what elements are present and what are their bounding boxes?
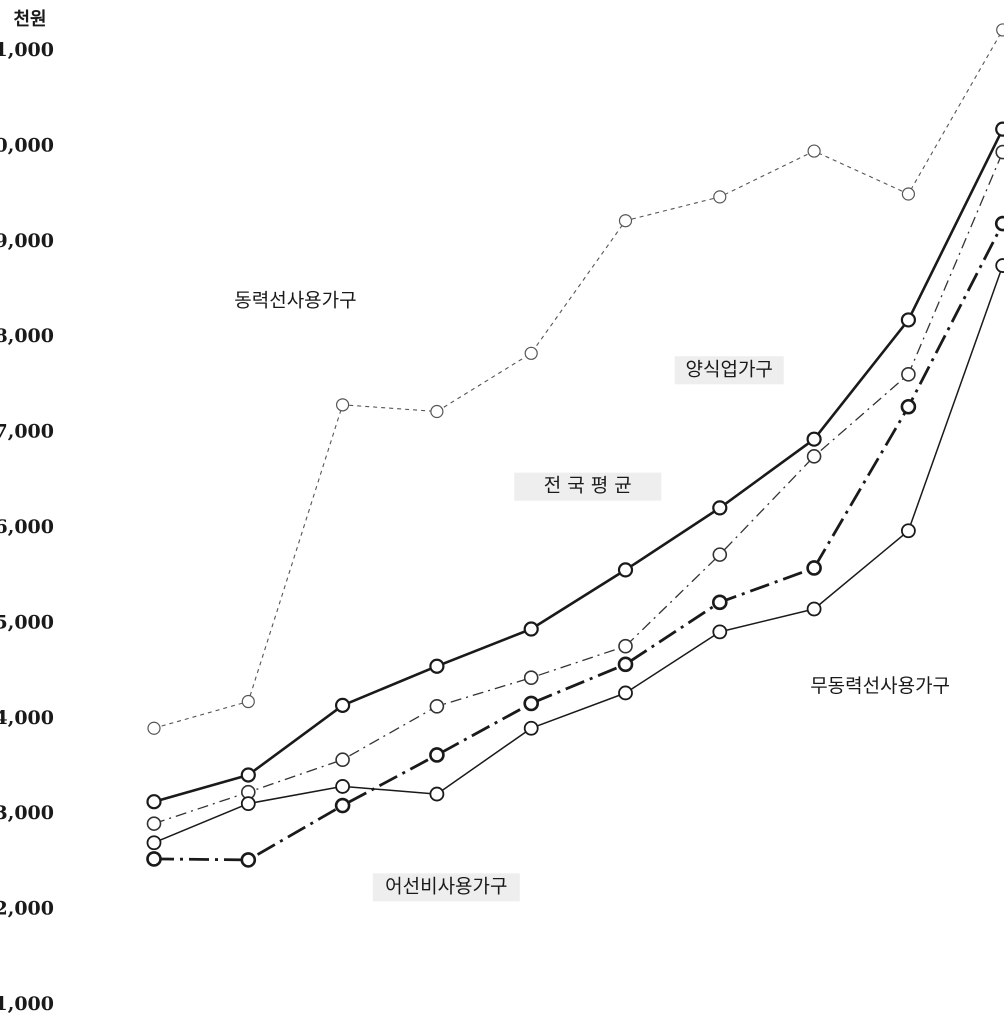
series-point — [430, 404, 444, 419]
series-line — [153, 265, 1004, 844]
series-point — [429, 747, 445, 763]
series-point — [147, 721, 161, 735]
series-point — [523, 695, 540, 712]
series-line — [153, 128, 1004, 803]
series-point — [713, 190, 727, 204]
y-tick-label: 2,000 — [0, 898, 54, 920]
series-point — [429, 699, 445, 714]
series-label: 전 국 평 균 — [544, 475, 632, 497]
y-tick-label: 7,000 — [0, 421, 54, 443]
y-tick-label: 4,000 — [0, 707, 54, 729]
series-point — [806, 560, 822, 576]
series-point — [146, 835, 162, 851]
series-point — [995, 121, 1004, 137]
series-label: 양식업가구 — [686, 358, 773, 380]
series-line — [153, 151, 1004, 825]
series-label: 무동력선사용가구 — [810, 675, 950, 697]
y-axis-unit-label: 천원 — [13, 9, 46, 30]
y-axis-ticks: 1,000 2,000 3,000 4,000 5,000 6,000 7,000 8,000… — [0, 39, 54, 1015]
series-point — [240, 852, 257, 868]
series-point — [146, 851, 162, 867]
series-point — [807, 144, 821, 158]
series-line — [153, 222, 1004, 862]
series-lines — [153, 29, 1004, 862]
y-tick-label: 3,000 — [0, 802, 54, 824]
series-label-background — [372, 873, 520, 902]
series-point — [806, 449, 822, 464]
series-point — [712, 500, 728, 516]
y-tick-label: 9,000 — [0, 230, 54, 252]
series-point — [995, 144, 1004, 160]
series-point — [146, 794, 162, 810]
series-point — [335, 779, 351, 794]
series-point — [995, 258, 1004, 273]
series-point — [523, 621, 539, 637]
series-label-background — [514, 472, 662, 501]
series-point — [429, 786, 445, 802]
series-point — [524, 346, 538, 360]
series-point — [994, 215, 1004, 232]
y-tick-label: 10,000 — [0, 134, 54, 156]
series-point — [900, 312, 917, 328]
series-point — [241, 694, 255, 709]
series-point — [996, 23, 1004, 37]
series-point — [523, 720, 539, 736]
y-tick-label: 8,000 — [0, 325, 54, 347]
series-label: 어선비사용가구 — [385, 875, 507, 897]
series-point — [334, 797, 351, 814]
series-point — [240, 767, 256, 783]
series-label: 동력선사용가구 — [234, 290, 356, 312]
series-point — [806, 601, 822, 617]
y-tick-label: 5,000 — [0, 611, 54, 633]
series-point — [335, 697, 351, 713]
series-point — [335, 752, 350, 768]
series-point — [618, 638, 633, 654]
series-point — [618, 685, 633, 701]
y-tick-label: 1,000 — [0, 993, 54, 1015]
series-point — [617, 656, 634, 673]
series-point — [712, 547, 728, 562]
series-point — [712, 624, 728, 640]
series-point — [617, 562, 634, 578]
series-point — [523, 670, 539, 685]
series-point — [901, 187, 916, 201]
y-tick-label: 11,000 — [0, 39, 54, 61]
series-point — [146, 816, 162, 831]
series-markers — [146, 23, 1004, 868]
series-point — [240, 796, 256, 812]
y-tick-label: 6,000 — [0, 516, 54, 538]
series-point — [901, 367, 916, 382]
series-point — [711, 594, 728, 611]
series-point — [901, 523, 916, 539]
series-point — [900, 398, 917, 415]
series-point — [806, 431, 822, 447]
series-point — [336, 398, 350, 412]
series-point — [429, 658, 445, 674]
series-point — [618, 214, 633, 228]
series-label-background — [674, 356, 784, 385]
series-line — [153, 29, 1004, 729]
